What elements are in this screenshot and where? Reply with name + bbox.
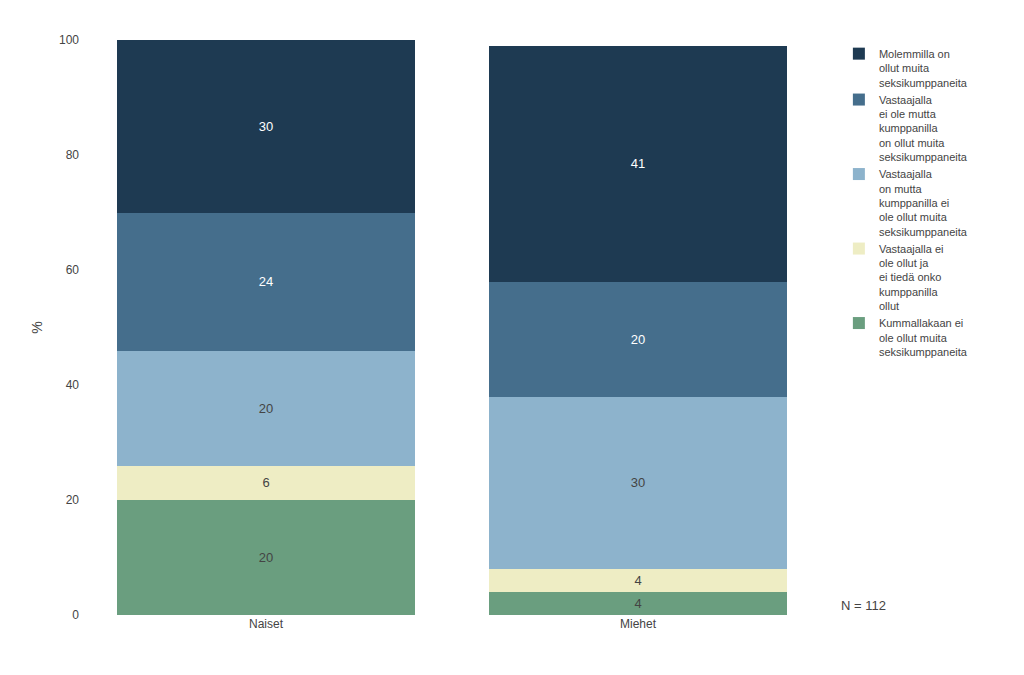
svg-text:100: 100 (59, 33, 79, 47)
svg-text:N = 112: N = 112 (841, 598, 886, 613)
svg-text:24: 24 (259, 274, 273, 289)
svg-text:6: 6 (262, 475, 269, 490)
svg-text:4: 4 (634, 573, 641, 588)
svg-text:40: 40 (66, 378, 80, 392)
svg-text:30: 30 (259, 119, 273, 134)
svg-text:60: 60 (66, 263, 80, 277)
svg-text:Vastaajallaei ole muttakumppan: Vastaajallaei ole muttakumppanillaon oll… (879, 94, 968, 163)
svg-text:30: 30 (631, 475, 645, 490)
svg-text:%: % (29, 321, 45, 333)
svg-text:4: 4 (634, 596, 641, 611)
svg-text:Miehet: Miehet (620, 617, 657, 631)
svg-text:Vastaajallaon muttakumppanilla: Vastaajallaon muttakumppanilla eiole oll… (879, 168, 968, 237)
svg-text:Naiset: Naiset (249, 617, 284, 631)
svg-text:Kummallakaan eiole ollut muita: Kummallakaan eiole ollut muitaseksikumpp… (879, 317, 968, 358)
svg-text:Molemmilla onollut muitaseksik: Molemmilla onollut muitaseksikumppaneita (879, 48, 968, 89)
svg-text:20: 20 (259, 401, 273, 416)
svg-text:80: 80 (66, 148, 80, 162)
svg-text:20: 20 (259, 550, 273, 565)
svg-text:Vastaajalla eiole ollut jaei t: Vastaajalla eiole ollut jaei tiedä onkok… (879, 243, 944, 312)
svg-text:20: 20 (66, 493, 80, 507)
svg-text:0: 0 (72, 608, 79, 622)
svg-text:20: 20 (631, 332, 645, 347)
svg-text:41: 41 (631, 156, 645, 171)
